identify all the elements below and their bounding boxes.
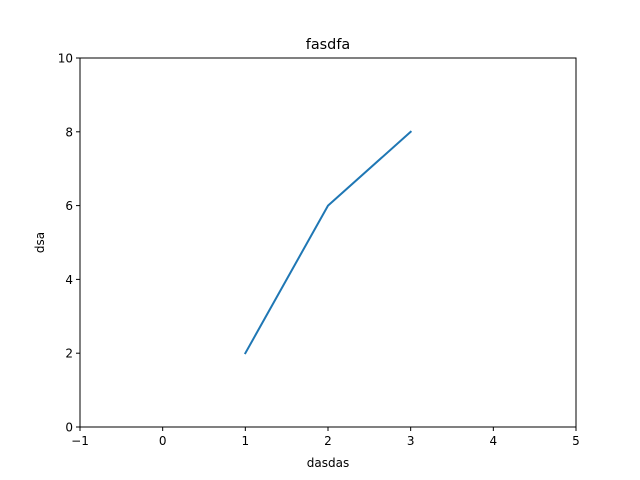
y-tick-label: 0	[65, 421, 73, 435]
x-tick-label: 5	[572, 434, 580, 448]
x-tick-label: 3	[407, 434, 415, 448]
y-tick-label: 4	[65, 273, 73, 287]
y-tick-label: 6	[65, 199, 73, 213]
y-axis-ticks: 0 2 4 6 8 10	[58, 52, 80, 435]
y-axis-label: dsa	[33, 232, 47, 253]
x-tick-label: 4	[490, 434, 498, 448]
x-tick-label: −1	[71, 434, 89, 448]
plot-frame	[79, 57, 577, 428]
y-tick-label: 8	[65, 125, 73, 139]
y-tick-label: 10	[58, 52, 73, 66]
y-tick-label: 2	[65, 347, 73, 361]
x-tick-label: 0	[159, 434, 167, 448]
chart-title: fasdfa	[306, 37, 350, 53]
x-tick-label: 1	[242, 434, 250, 448]
x-axis-label: dasdas	[307, 456, 349, 470]
x-axis-ticks: −1 0 1 2 3 4 5	[71, 427, 580, 448]
x-tick-label: 2	[324, 434, 332, 448]
series-layer	[243, 130, 413, 355]
